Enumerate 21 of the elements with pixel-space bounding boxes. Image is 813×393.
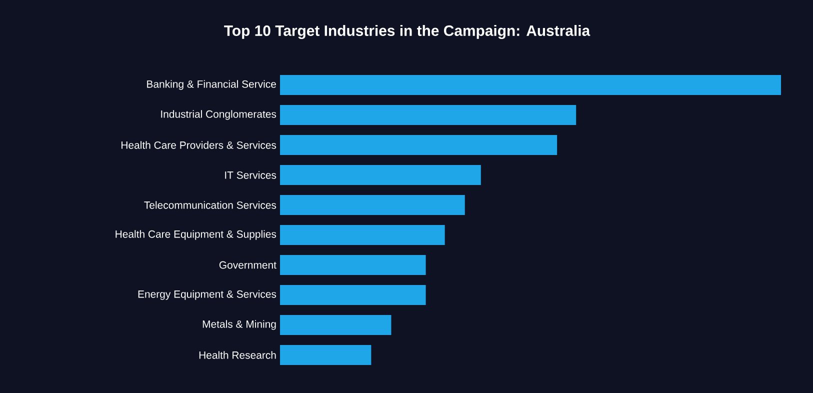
chart-title: Top 10 Target Industries in the Campaign: Australia [224,25,590,39]
y-tick-label: Health Care Providers & Services [122,141,276,149]
bar [280,134,558,155]
y-tick-label: Health Research [199,351,276,359]
y-tick-label: Energy Equipment & Services [138,290,276,300]
y-tick-label: Metals & Mining [202,320,276,330]
y-tick-label: Banking & Financial Service [147,80,276,90]
bar [280,315,392,336]
bar [280,225,445,245]
y-tick-label: Health Care Equipment & Supplies [116,230,276,240]
y-tick-label: Telecommunication Services [144,201,276,209]
y-tick-label: IT Services [225,171,276,179]
y-tick-label: Government [219,261,276,269]
bar [280,74,782,95]
bar [280,164,481,185]
bar [280,104,576,125]
bar [280,194,465,215]
bar [280,285,426,305]
bar [280,345,372,366]
y-tick-label: Industrial Conglomerates [161,110,276,120]
bar [280,255,426,275]
